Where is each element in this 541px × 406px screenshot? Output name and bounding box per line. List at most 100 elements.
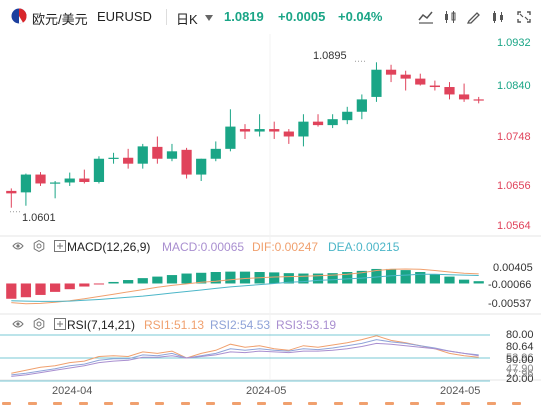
candle-body: [108, 157, 119, 159]
candle-body: [356, 99, 367, 112]
expand-indicator-icon[interactable]: [54, 240, 66, 252]
fullscreen-button[interactable]: [514, 8, 534, 26]
macd-bar: [152, 276, 163, 284]
rsi-axis-tick: 53.96: [506, 352, 534, 364]
instrument-title: 欧元/美元: [32, 12, 88, 27]
scroller-dot: [282, 402, 292, 405]
price-change-pct: +0.04%: [338, 9, 383, 24]
macd-bar: [473, 281, 484, 284]
expand-indicator-icon[interactable]: [54, 318, 66, 330]
candle-body: [458, 94, 470, 100]
scroller-dot: [2, 402, 11, 405]
rsi2-line: [11, 339, 479, 376]
scroller-dot: [257, 402, 266, 405]
macd-bar: [444, 276, 455, 284]
pencil-icon: [466, 12, 480, 24]
macd-bar: [342, 272, 353, 284]
scroller-dot: [512, 402, 521, 405]
eye-icon[interactable]: [12, 240, 24, 252]
candle-body: [342, 111, 353, 121]
scroller-dot: [231, 402, 241, 405]
scroller-dot: [333, 402, 343, 405]
draw-tool-button[interactable]: [464, 8, 484, 26]
macd-axis-tick: -0.00537: [488, 298, 532, 310]
candle-body: [371, 69, 382, 97]
macd-bar: [312, 273, 324, 284]
gear-icon[interactable]: [33, 318, 45, 330]
macd-bar: [239, 271, 251, 284]
macd-bar: [50, 283, 61, 292]
price-axis-tick: 1.0932: [497, 37, 531, 49]
instrument-symbol: EURUSD: [97, 9, 152, 24]
macd-bar: [108, 281, 119, 284]
candle-body: [166, 151, 178, 159]
chevron-down-icon[interactable]: [205, 15, 213, 21]
line-chart-button[interactable]: [416, 8, 436, 26]
scroller-dot: [155, 402, 164, 405]
candle-body: [385, 69, 397, 75]
macd-bar: [356, 270, 367, 284]
x-axis-tick: 2024-05: [246, 385, 287, 397]
rsi-axis-tick: 80.00: [506, 329, 534, 341]
rsi-name: RSI(7,14,21): [67, 318, 136, 332]
macd-bar: [181, 273, 192, 284]
candle-body: [196, 158, 207, 175]
price-axis-tick: 1.0656: [497, 180, 531, 192]
gear-icon[interactable]: [33, 240, 45, 252]
candle-body: [123, 157, 134, 164]
candle-body: [79, 178, 90, 182]
candle-style-icon: [445, 11, 456, 23]
price-axis-tick: 1.0840: [497, 80, 531, 92]
macd-bar: [123, 280, 134, 284]
candle-body: [312, 121, 324, 126]
price-change: +0.0005: [278, 9, 326, 24]
macd-bar: [93, 283, 105, 285]
period-high-label: 1.0895: [313, 50, 347, 62]
candle-body: [327, 119, 338, 126]
dea-value: DEA:0.00215: [328, 240, 400, 254]
scroller-dot: [27, 402, 37, 405]
scroller-dot: [104, 402, 113, 405]
candle-body: [269, 129, 280, 132]
timeline-scroller[interactable]: [0, 402, 541, 406]
candle-body: [152, 146, 163, 159]
candle-body: [283, 131, 294, 137]
eye-icon[interactable]: [12, 318, 24, 330]
candle-style-button[interactable]: [440, 8, 460, 26]
candle-body: [137, 146, 148, 164]
scroller-dot: [129, 402, 139, 405]
compare-button[interactable]: [488, 8, 508, 26]
macd-bar: [225, 271, 236, 284]
chart-canvas[interactable]: [0, 34, 541, 406]
candle-body: [298, 121, 309, 137]
macd-bar: [327, 273, 338, 284]
scroller-dot: [180, 402, 190, 405]
macd-bar: [64, 283, 75, 290]
macd-value: MACD:0.00065: [162, 240, 245, 254]
period-selector[interactable]: 日K: [176, 12, 198, 27]
macd-bar: [458, 279, 470, 284]
candle-body: [64, 178, 75, 183]
eu-us-flag-icon: [11, 8, 27, 24]
price-axis-tick: 1.0748: [497, 131, 531, 143]
macd-name: MACD(12,26,9): [67, 240, 151, 254]
rsi3-value: RSI3:53.19: [276, 318, 337, 332]
candle-body: [93, 158, 105, 182]
macd-bar: [283, 273, 294, 284]
scroller-dot: [206, 402, 215, 405]
macd-bar: [298, 273, 309, 284]
macd-axis-tick: 0.00405: [493, 262, 533, 274]
scroller-dot: [359, 402, 368, 405]
candle-body: [210, 148, 221, 159]
fullscreen-icon: [517, 11, 531, 23]
macd-bar: [269, 272, 280, 284]
candle-body: [20, 174, 32, 193]
price-axis-tick: 1.0564: [497, 220, 531, 232]
rsi-axis-tick: 80.64: [506, 341, 534, 353]
scroller-dot: [486, 402, 496, 405]
header-bar: 欧元/美元 EURUSD 日K 1.0819 +0.0005 +0.04%: [0, 0, 541, 34]
rsi-axis-tick: 20.00: [506, 373, 534, 385]
macd-bar: [35, 283, 46, 295]
macd-bar: [196, 272, 207, 284]
